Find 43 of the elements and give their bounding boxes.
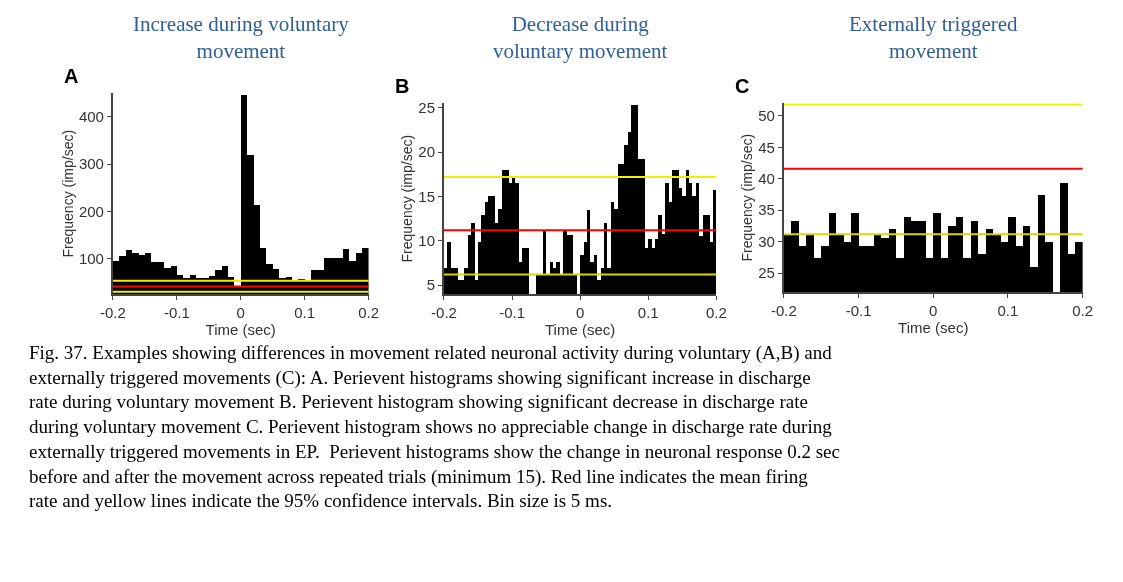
y-axis-title: Frequency (imp/sec) [59, 129, 76, 258]
y-tick-label: 300 [78, 155, 104, 173]
x-tick-label: 0.2 [1072, 302, 1094, 320]
y-axis-title: Frequency (imp/sec) [399, 134, 416, 263]
x-tick-label: 0 [575, 303, 585, 321]
x-tick-label: -0.2 [99, 303, 126, 321]
x-tick-label: 0.2 [705, 303, 727, 321]
x-tick-label: -0.2 [770, 302, 797, 320]
y-tick-label: 200 [78, 202, 104, 220]
y-tick-label: 15 [418, 187, 435, 205]
x-tick-label: 0 [929, 302, 938, 320]
y-tick-label: 20 [418, 143, 435, 161]
y-tick-label: 10 [418, 232, 435, 250]
y-tick-label: 25 [418, 98, 435, 116]
x-tick-label: 0.1 [637, 303, 659, 321]
x-axis-title: Time (sec) [898, 319, 969, 337]
y-tick-label: 400 [78, 108, 104, 126]
x-tick-label: -0.1 [163, 303, 190, 321]
x-tick-label: 0.1 [294, 303, 316, 321]
y-axis-title: Frequency (imp/sec) [739, 133, 756, 262]
caption: Fig. 37. Examples showing differences in movement related neuronal activity during voluntary (A,B) and externally triggered movements (C): A. Perievent histograms showing significant increase in discharge rate during voluntary movement B. Perievent histogram showing significant decrease in discharge rate during voluntary movement C. Perievent histogram shows no appreciable change in discharge rate during externally triggered movements in EP. Perievent histograms show the change in neuronal response 0.2 sec before and after the movement across repeated trials (minimum 15). Red line indicates the mean firing rate and yellow lines indicate the 95% confidence intervals. Bin size is 5 ms. [29, 342, 840, 512]
y-tick-label: 45 [758, 138, 775, 156]
y-tick-label: 5 [426, 276, 435, 294]
chart-title: Decrease during voluntary movement [493, 12, 668, 64]
text: A [64, 65, 79, 87]
x-axis-title: Time (sec) [545, 320, 616, 338]
x-tick-label: -0.1 [499, 303, 525, 321]
y-tick-label: 50 [758, 107, 775, 125]
y-tick-label: 30 [758, 232, 775, 250]
y-tick-label: 40 [758, 170, 775, 188]
chart-title: Externally triggered movement [849, 12, 1019, 64]
x-tick-label: -0.2 [431, 303, 457, 321]
x-tick-label: -0.1 [845, 302, 872, 320]
text: B [395, 75, 410, 97]
x-tick-label: 0.2 [358, 303, 379, 321]
x-axis-title: Time (sec) [205, 320, 276, 338]
y-tick-label: 35 [758, 201, 775, 219]
x-tick-label: 0.1 [997, 302, 1019, 320]
y-tick-label: 25 [758, 264, 775, 282]
chart-title: Increase during voluntary movement [133, 12, 350, 64]
y-tick-label: 100 [78, 249, 104, 267]
x-tick-label: 0 [236, 303, 245, 321]
text: C [735, 75, 750, 97]
